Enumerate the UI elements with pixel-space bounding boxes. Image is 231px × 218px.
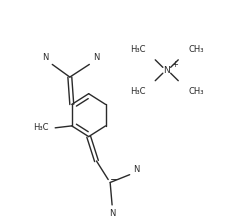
Text: N: N (133, 165, 139, 174)
Text: N: N (108, 209, 115, 218)
Text: H₃C: H₃C (129, 87, 145, 96)
Text: CH₃: CH₃ (187, 87, 203, 96)
Text: N: N (163, 66, 169, 75)
Text: H₃C: H₃C (129, 45, 145, 54)
Text: +: + (170, 60, 177, 69)
Text: H₃C: H₃C (33, 123, 48, 132)
Text: N: N (93, 53, 99, 62)
Text: −: − (110, 175, 119, 185)
Text: CH₃: CH₃ (187, 45, 203, 54)
Text: N: N (42, 53, 49, 62)
